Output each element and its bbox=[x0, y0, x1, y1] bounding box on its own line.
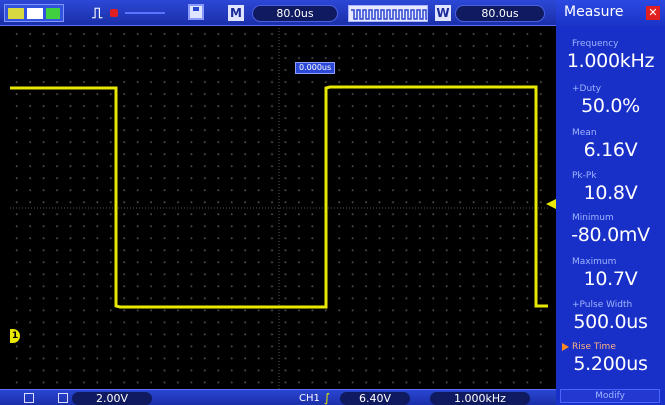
ch1-ground-marker[interactable]: 1 bbox=[10, 329, 20, 343]
toolbar-divider bbox=[125, 12, 165, 14]
measure-header: Measure ✕ bbox=[556, 0, 665, 26]
bandwidth-limit-icon bbox=[58, 393, 68, 403]
measure-item-maximum[interactable]: Maximum 10.7V bbox=[558, 256, 663, 301]
measure-panel: Measure ✕ Frequency 1.000kHz +Duty 50.0%… bbox=[556, 0, 665, 405]
selected-arrow-icon bbox=[562, 343, 569, 351]
trigger-position-label: 0.000us bbox=[295, 62, 336, 74]
bottom-status-bar: 2.00V CH1 ∫ 6.40V 1.000kHz bbox=[0, 389, 560, 405]
measure-item-name: +Pulse Width bbox=[572, 300, 633, 310]
rising-edge-icon: ∫ bbox=[323, 391, 331, 405]
trigger-source-label: CH1 bbox=[299, 393, 320, 404]
run-state-icon[interactable] bbox=[4, 4, 64, 22]
display-icon bbox=[46, 8, 60, 19]
memory-position-bar[interactable] bbox=[348, 5, 428, 22]
frequency-counter: 1.000kHz bbox=[430, 392, 530, 405]
ch1-volts-per-div[interactable]: 2.00V bbox=[72, 392, 152, 405]
measure-item-value: 10.8V bbox=[583, 182, 638, 204]
save-icon[interactable] bbox=[188, 4, 204, 20]
window-time-value[interactable]: 80.0us bbox=[455, 5, 545, 22]
measure-item-minimum[interactable]: Minimum -80.0mV bbox=[558, 212, 663, 257]
measure-item-value: 1.000kHz bbox=[566, 50, 655, 72]
measure-item-value: 50.0% bbox=[581, 95, 640, 117]
memory-time-value[interactable]: 80.0us bbox=[252, 5, 338, 22]
close-icon[interactable]: ✕ bbox=[646, 6, 660, 20]
measure-item-value: 500.0us bbox=[573, 311, 648, 333]
measure-item-name: Minimum bbox=[572, 213, 614, 223]
trigger-state-indicator bbox=[110, 9, 118, 17]
measure-title: Measure bbox=[564, 4, 624, 20]
memory-label: M bbox=[228, 5, 244, 21]
top-toolbar: ⎍ M 80.0us W 80.0us bbox=[0, 0, 560, 26]
measure-item-value: -80.0mV bbox=[571, 224, 650, 246]
measure-item-value: 6.16V bbox=[583, 139, 638, 161]
waveform-icon bbox=[8, 8, 24, 19]
measure-item-name: Pk-Pk bbox=[572, 171, 597, 181]
measure-item-name: Rise Time bbox=[572, 342, 616, 352]
measure-item-pk-pk[interactable]: Pk-Pk 10.8V bbox=[558, 170, 663, 215]
ch1-waveform-trace bbox=[10, 85, 548, 309]
channel-coupling-icon bbox=[24, 393, 34, 403]
measure-item-name: Frequency bbox=[572, 39, 619, 49]
waveform-display[interactable]: 0.000us 1 bbox=[10, 28, 558, 389]
measure-item-pulse-width[interactable]: +Pulse Width 500.0us bbox=[558, 299, 663, 344]
window-label: W bbox=[435, 5, 451, 21]
measure-item-name: Mean bbox=[572, 128, 597, 138]
waveform-graph bbox=[10, 28, 548, 389]
trigger-type-icon[interactable]: ⎍ bbox=[92, 4, 103, 22]
measure-item-duty[interactable]: +Duty 50.0% bbox=[558, 83, 663, 128]
measure-item-rise-time[interactable]: Rise Time 5.200us bbox=[558, 341, 663, 386]
trigger-level-value[interactable]: 6.40V bbox=[340, 392, 410, 405]
trigger-level-marker[interactable] bbox=[546, 198, 558, 210]
memory-waveform-thumbnail bbox=[351, 9, 427, 20]
measure-item-frequency[interactable]: Frequency 1.000kHz bbox=[558, 38, 663, 83]
measure-item-mean[interactable]: Mean 6.16V bbox=[558, 127, 663, 172]
measure-item-name: Maximum bbox=[572, 257, 617, 267]
measure-item-value: 10.7V bbox=[583, 268, 638, 290]
cursor-icon bbox=[27, 8, 43, 19]
measure-item-value: 5.200us bbox=[573, 353, 648, 375]
modify-button[interactable]: Modify bbox=[560, 389, 660, 403]
measure-item-name: +Duty bbox=[572, 84, 602, 94]
